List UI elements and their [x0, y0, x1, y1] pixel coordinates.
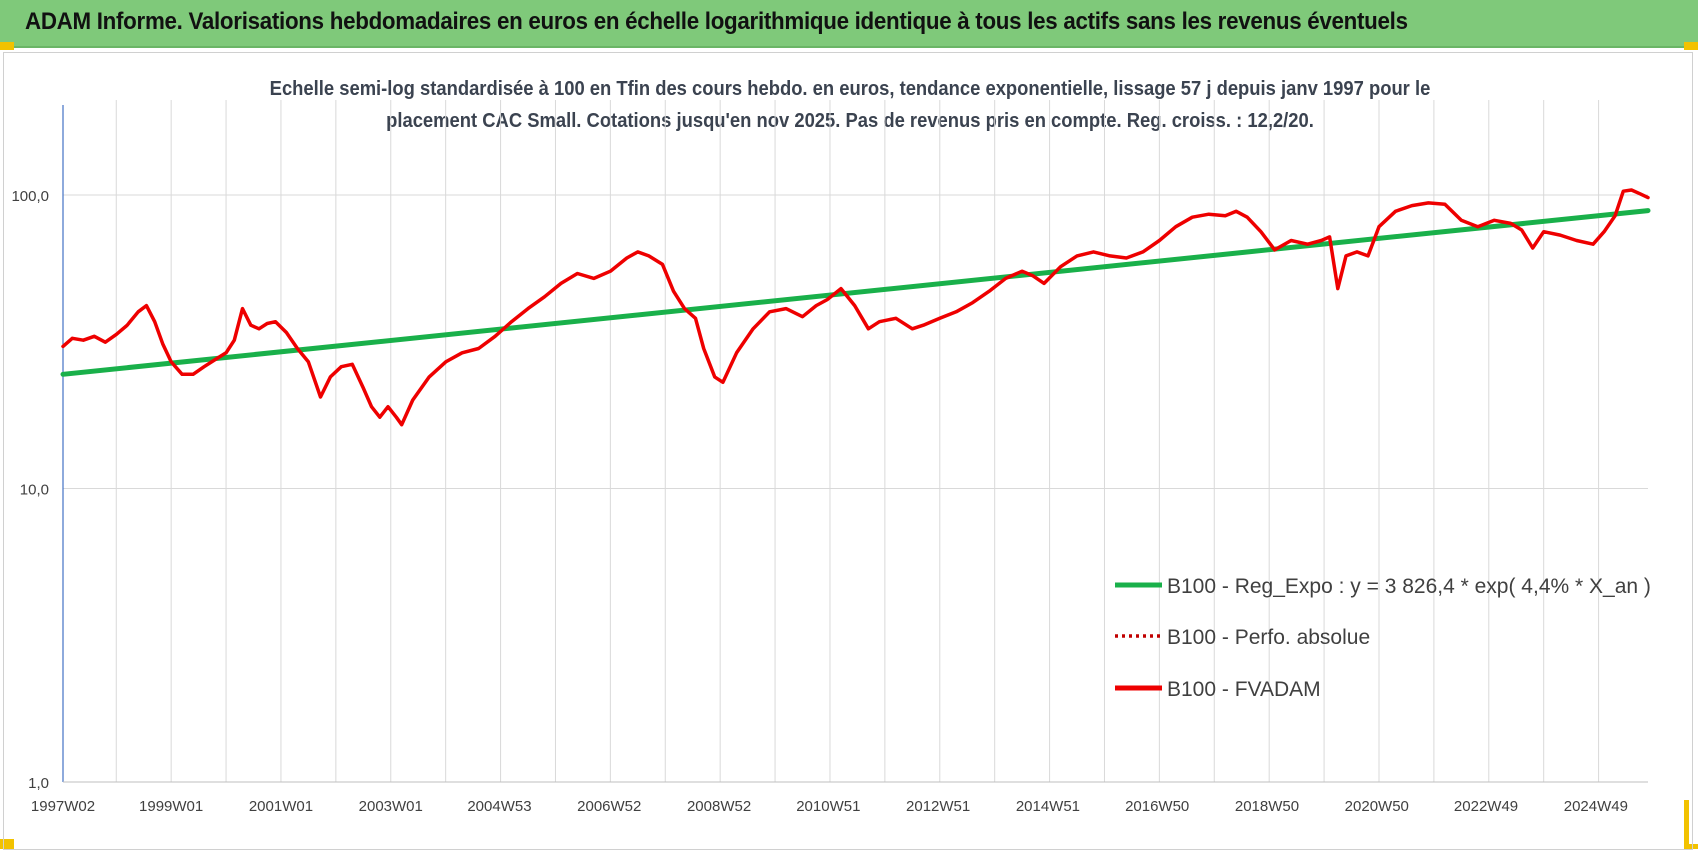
x-tick-label: 2001W01 — [249, 798, 313, 815]
corner-marker-top-right — [1684, 42, 1698, 50]
x-tick-label: 2010W51 — [796, 798, 860, 815]
x-tick-label: 2016W50 — [1125, 798, 1189, 815]
trend-line-series — [60, 208, 1651, 377]
corner-marker-top-left — [0, 42, 14, 50]
x-tick-label: 2004W53 — [467, 798, 531, 815]
x-tick-label: 2003W01 — [359, 798, 423, 815]
y-tick-label: 100,0 — [11, 188, 49, 205]
x-tick-label: 2014W51 — [1016, 798, 1080, 815]
x-tick-label: 2008W52 — [687, 798, 751, 815]
y-tick-label: 1,0 — [28, 775, 49, 792]
x-tick-label: 2018W50 — [1235, 798, 1299, 815]
x-tick-label: 1999W01 — [139, 798, 203, 815]
x-tick-label: 1997W02 — [31, 798, 95, 815]
x-tick-label: 2006W52 — [577, 798, 641, 815]
title-banner: ADAM Informe. Valorisations hebdomadaire… — [0, 0, 1698, 48]
chart-subtitle-line1: Echelle semi-log standardisée à 100 en T… — [269, 78, 1431, 100]
legend-label: B100 - Reg_Expo : y = 3 826,4 * exp( 4,4… — [1167, 575, 1651, 598]
fvadam-line-series — [61, 188, 1650, 427]
corner-marker-bottom-right-2 — [1684, 844, 1698, 849]
x-tick-label: 2024W49 — [1564, 798, 1628, 815]
x-tick-label: 2022W49 — [1454, 798, 1518, 815]
chart-frame — [3, 52, 1693, 850]
x-tick-label: 2012W51 — [906, 798, 970, 815]
report-title: ADAM Informe. Valorisations hebdomadaire… — [25, 8, 1408, 35]
corner-marker-bottom-left — [0, 839, 14, 849]
chart-subtitle-line2: placement CAC Small. Cotations jusqu'en … — [386, 110, 1314, 132]
corner-marker-bottom-right — [1684, 800, 1689, 850]
legend-label: B100 - FVADAM — [1167, 678, 1321, 701]
x-tick-label: 2020W50 — [1345, 798, 1409, 815]
legend-label: B100 - Perfo. absolue — [1167, 626, 1370, 649]
y-tick-label: 10,0 — [20, 482, 49, 499]
